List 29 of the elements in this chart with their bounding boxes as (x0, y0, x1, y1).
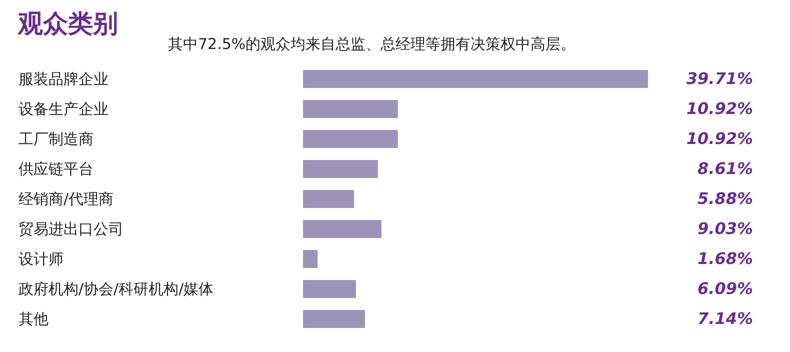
data-label: 10.92% (686, 99, 753, 118)
bar (303, 310, 366, 328)
y-tick-label: 设备生产企业 (18, 100, 108, 118)
y-tick-label: 经销商/代理商 (18, 190, 114, 208)
text: 观众类别 (17, 9, 118, 38)
data-label: 7.14% (697, 309, 753, 328)
y-tick-label: 贸易进出口公司 (18, 220, 124, 238)
data-label: 6.09% (697, 279, 753, 298)
y-tick-label: 服装品牌企业 (18, 70, 108, 88)
bar (303, 130, 398, 148)
y-tick-label: 其他 (18, 310, 48, 328)
bar (303, 250, 318, 268)
y-tick-label: 供应链平台 (18, 160, 94, 178)
data-label: 39.71% (686, 69, 753, 88)
chart-subtitle: 其中72.5%的观众均来自总监、总经理等拥有决策权中高层。 (168, 35, 576, 53)
y-tick-label: 政府机构/协会/科研机构/媒体 (18, 280, 214, 298)
data-label: 8.61% (697, 159, 753, 178)
bar (303, 280, 356, 298)
bar (303, 160, 378, 178)
bar (303, 190, 354, 208)
data-label: 10.92% (686, 129, 753, 148)
y-tick-label: 设计师 (18, 250, 64, 268)
data-label: 5.88% (697, 189, 753, 208)
data-label: 1.68% (697, 249, 753, 268)
y-tick-label: 工厂制造商 (18, 130, 94, 148)
bar (303, 220, 382, 238)
bar (303, 100, 398, 118)
bar (303, 70, 648, 88)
data-label: 9.03% (697, 219, 753, 238)
